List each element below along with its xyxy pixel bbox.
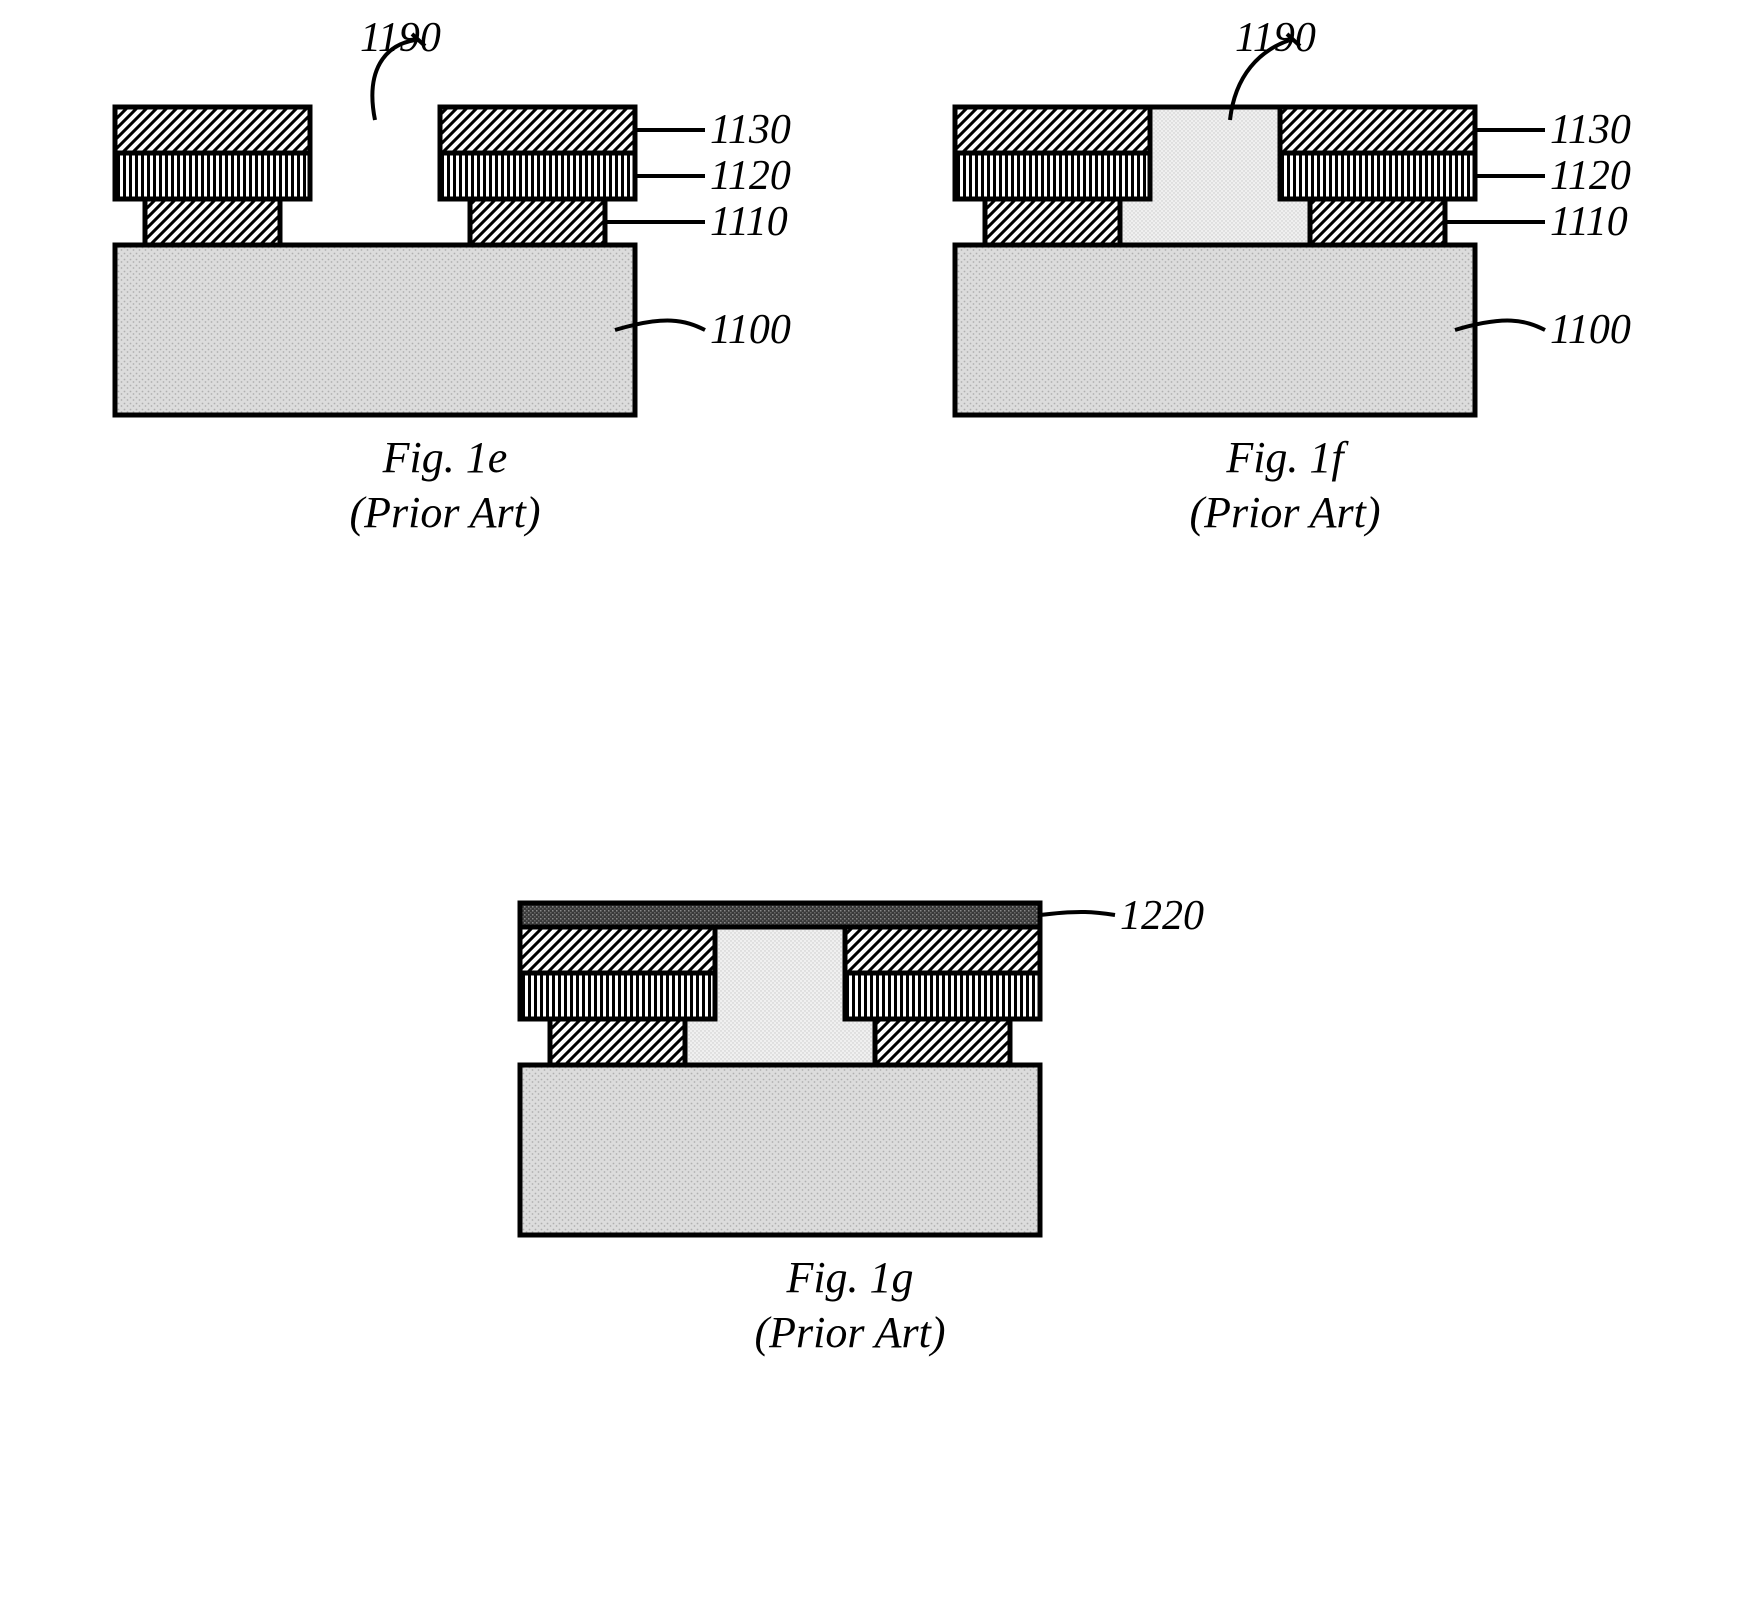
ref-f-1120: 1120 [1550,152,1631,200]
ref-f-1110: 1110 [1550,198,1628,246]
caption-1f-line2: (Prior Art) [1189,488,1380,537]
ref-e-1110: 1110 [710,198,788,246]
figure-1e-svg [75,30,815,460]
ref-e-1120: 1120 [710,152,791,200]
ref-f-1190: 1190 [1235,14,1316,62]
ref-e-1130: 1130 [710,106,791,154]
ref-f-1130: 1130 [1550,106,1631,154]
ref-g-1220: 1220 [1120,892,1204,940]
caption-1e: Fig. 1e (Prior Art) [75,430,815,540]
caption-1g-line2: (Prior Art) [754,1308,945,1357]
figure-1f-svg [915,30,1655,460]
caption-1e-line1: Fig. 1e [383,433,508,482]
figure-1g-svg [480,850,1220,1280]
caption-1f-line1: Fig. 1f [1226,433,1343,482]
caption-1g-line1: Fig. 1g [786,1253,913,1302]
caption-1g: Fig. 1g (Prior Art) [480,1250,1220,1360]
ref-e-1190: 1190 [360,14,441,62]
figure-1g: 1220 Fig. 1g (Prior Art) [480,850,1220,1410]
figure-1e: 1190 1130 1120 1110 1100 Fig. 1e (Prior … [75,30,815,590]
caption-1f: Fig. 1f (Prior Art) [915,430,1655,540]
ref-e-1100: 1100 [710,306,791,354]
ref-f-1100: 1100 [1550,306,1631,354]
figure-1f: 1190 1130 1120 1110 1100 Fig. 1f (Prior … [915,30,1655,590]
caption-1e-line2: (Prior Art) [349,488,540,537]
